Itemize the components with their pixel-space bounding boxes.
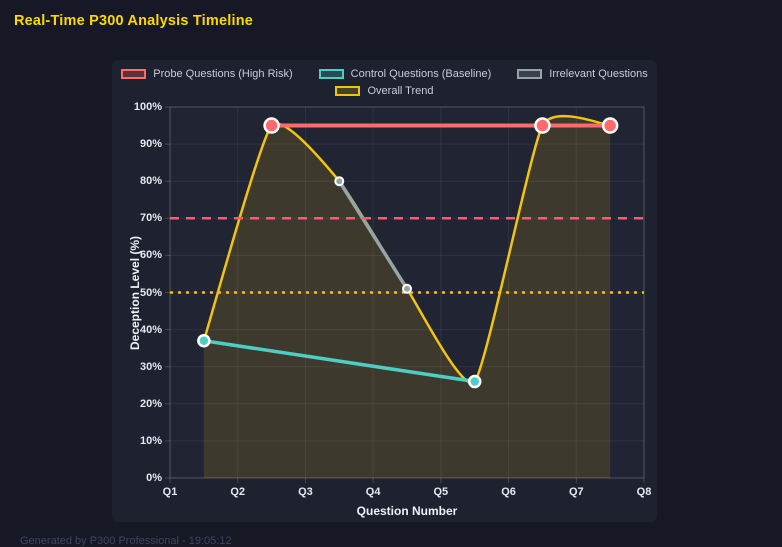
legend-item[interactable]: Irrelevant Questions <box>517 68 648 80</box>
y-tick-label: 80% <box>139 175 162 188</box>
x-tick-label: Q2 <box>230 486 246 498</box>
chart-legend: Probe Questions (High Risk) Control Quest… <box>112 68 657 97</box>
legend-item[interactable]: Control Questions (Baseline) <box>318 68 492 80</box>
legend-item[interactable]: Overall Trend <box>335 85 434 97</box>
series-line <box>202 338 477 384</box>
y-tick-label: 50% <box>139 286 162 299</box>
y-tick-label: 20% <box>139 397 162 410</box>
legend-swatch-icon <box>517 69 543 79</box>
legend-swatch-icon <box>121 69 147 79</box>
data-point <box>197 333 211 348</box>
x-tick-label: Q3 <box>298 486 313 498</box>
data-point <box>467 374 482 389</box>
y-tick-label: 10% <box>139 434 162 447</box>
y-tick-label: 30% <box>139 360 162 373</box>
trend-area-fill <box>203 116 611 478</box>
x-tick-label: Q8 <box>636 486 652 498</box>
x-tick-label: Q6 <box>501 486 516 498</box>
chart-plot-area[interactable] <box>165 106 645 483</box>
legend-row-top: Probe Questions (High Risk) Control Quest… <box>112 68 657 80</box>
y-tick-label: 60% <box>139 249 162 262</box>
chart-canvas[interactable] <box>165 106 645 483</box>
y-tick-label: 0% <box>146 472 162 484</box>
y-tick-label: 100% <box>133 101 162 113</box>
x-tick-label: Q5 <box>433 486 449 498</box>
legend-item[interactable]: Probe Questions (High Risk) <box>121 68 293 80</box>
legend-swatch-icon <box>318 69 344 79</box>
x-tick-label: Q4 <box>365 486 381 498</box>
page-title: Real-Time P300 Analysis Timeline <box>14 13 254 29</box>
y-tick-label: 70% <box>139 212 162 225</box>
legend-label: Control Questions (Baseline) <box>350 68 492 80</box>
chart-panel: Probe Questions (High Risk) Control Quest… <box>112 60 657 522</box>
data-point <box>601 117 619 134</box>
data-point <box>263 117 280 134</box>
legend-label: Overall Trend <box>367 85 434 97</box>
y-tick-label: 90% <box>139 138 162 151</box>
footer-text: Generated by P300 Professional - 19:05:1… <box>20 535 232 547</box>
x-axis-title: Question Number <box>356 504 458 518</box>
x-tick-label: Q7 <box>568 486 584 498</box>
y-tick-label: 40% <box>139 323 162 336</box>
legend-swatch-icon <box>335 86 361 96</box>
legend-row-bottom: Overall Trend <box>112 85 657 97</box>
series-line <box>337 179 409 291</box>
data-point <box>402 283 412 294</box>
x-tick-label: Q1 <box>162 486 178 498</box>
legend-label: Irrelevant Questions <box>549 68 648 80</box>
data-point <box>334 176 345 187</box>
legend-label: Probe Questions (High Risk) <box>153 68 293 80</box>
data-point <box>534 117 551 134</box>
